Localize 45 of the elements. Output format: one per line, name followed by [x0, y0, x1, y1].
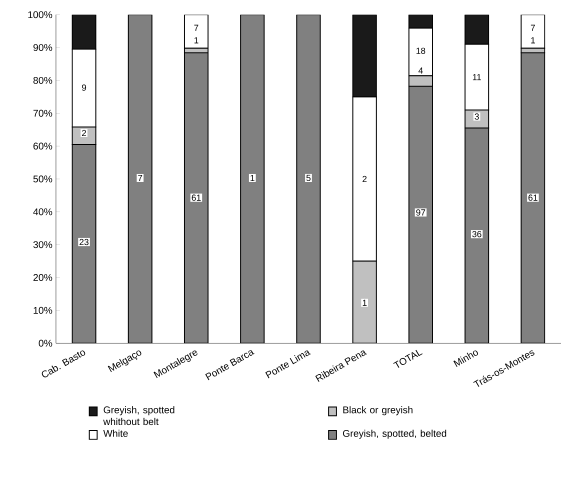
legend-label: White — [103, 429, 128, 437]
y-tick-label: 80% — [33, 76, 52, 84]
x-tick-label: Ponte Lima — [265, 350, 311, 378]
y-tick-label: 50% — [33, 175, 52, 182]
y-tick-label: 30% — [33, 240, 52, 248]
annotation: 2 — [362, 176, 367, 182]
annotation: 18 — [416, 47, 426, 54]
annotation: 36 — [472, 230, 482, 238]
bar — [240, 14, 265, 343]
annotation: 1 — [531, 37, 535, 44]
annotation: 1 — [250, 174, 254, 181]
annotation: 61 — [192, 194, 201, 201]
y-tick-label: 90% — [33, 44, 52, 51]
y-tick-label: 40% — [33, 208, 52, 216]
annotation: 23 — [80, 238, 89, 245]
bar — [352, 14, 377, 98]
annotation: 61 — [528, 194, 538, 201]
annotation: 3 — [474, 113, 479, 120]
bar — [352, 260, 377, 343]
legend-label: Greyish, spotted, belted — [343, 429, 446, 439]
annotation: 7 — [530, 24, 535, 31]
x-tick-label: Cab. Basto — [42, 350, 86, 378]
bar — [296, 14, 321, 343]
y-tick-label: 100% — [28, 11, 52, 18]
annotation: 11 — [472, 74, 481, 80]
y-tick-label: 0% — [38, 340, 52, 346]
bar — [128, 14, 152, 343]
annotation: 7 — [194, 24, 198, 31]
annotation: 9 — [82, 84, 86, 91]
annotation: 2 — [82, 130, 86, 136]
y-tick-label: 20% — [33, 274, 52, 281]
bar — [464, 14, 490, 45]
y-tick-label: 70% — [33, 110, 52, 116]
annotation: 7 — [138, 174, 142, 181]
annotation: 5 — [306, 174, 311, 181]
y-tick-label: 60% — [33, 142, 52, 150]
legend-label: Black or greyish — [343, 406, 412, 416]
annotation: 97 — [416, 209, 426, 216]
annotation: 1 — [194, 37, 198, 44]
x-tick-label: Ponte Barca — [205, 350, 254, 380]
y-tick-label: 10% — [34, 306, 52, 314]
legend-label: Greyish, spotted whithout belt — [103, 406, 174, 425]
bar — [72, 14, 96, 50]
annotation: 4 — [418, 67, 423, 74]
annotation: 1 — [362, 300, 367, 306]
